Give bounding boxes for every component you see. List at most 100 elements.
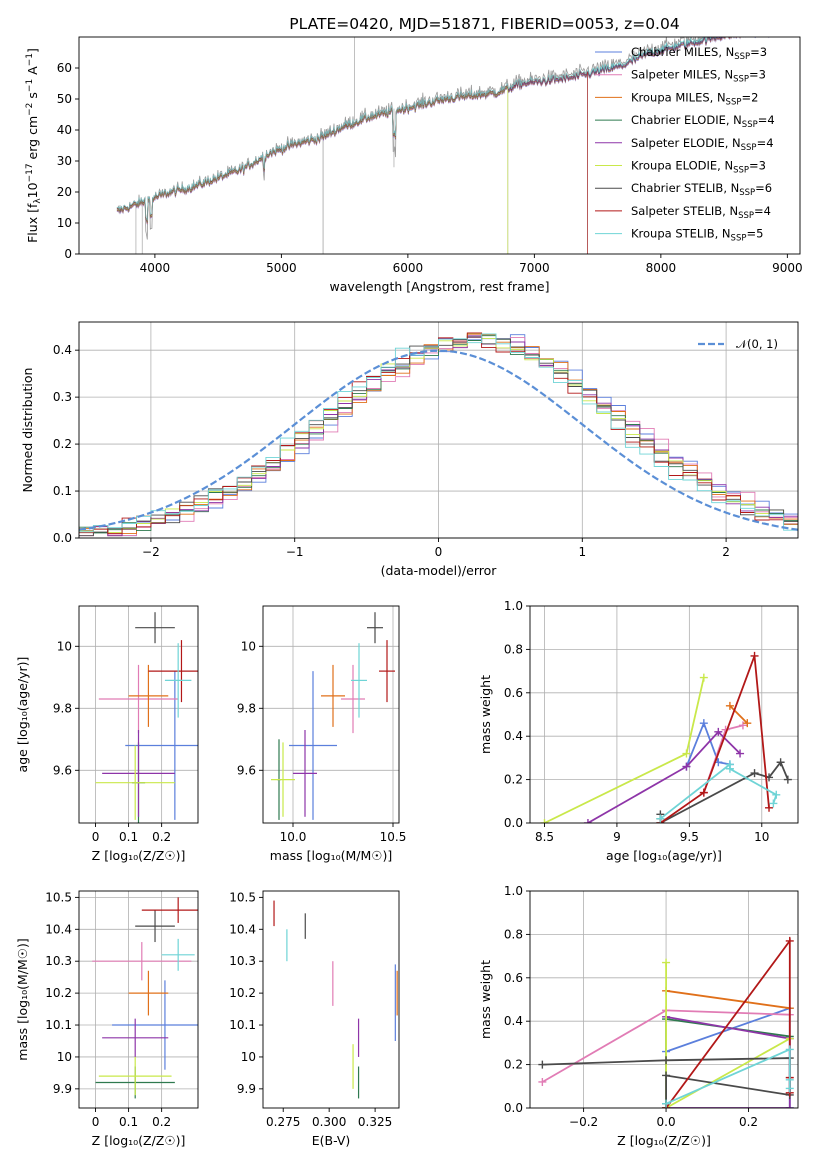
x-tick-label: 4000 xyxy=(140,261,171,275)
legend-text: Salpeter STELIB, N xyxy=(631,204,738,218)
legend-text: Chabrier ELODIE, N xyxy=(631,113,742,127)
plot-area xyxy=(92,897,198,1099)
errorbar-chabrier_stelib xyxy=(135,612,175,644)
panel-spectrum: 4000 5000 6000 7000 8000 9000 0 10 20 30 40 50 60 PLA… xyxy=(25,15,803,294)
series-marker xyxy=(714,727,723,736)
legend-text: Kroupa ELODIE, N xyxy=(631,159,733,173)
y-axis-label: mass weight xyxy=(478,675,493,754)
series-marker xyxy=(682,762,691,771)
legend-sub: SSP xyxy=(733,75,749,85)
y-tick-label: 0.2 xyxy=(53,437,72,451)
y-tick-label: 60 xyxy=(57,61,72,75)
y-tick-label: 0.4 xyxy=(504,729,523,743)
series-line xyxy=(665,938,791,1108)
errorbar-chabrier_miles xyxy=(112,980,198,1070)
legend-value: =4 xyxy=(758,113,775,127)
axes-frame xyxy=(262,605,400,824)
errorbar-salpeter_stelib xyxy=(379,640,395,703)
series-kroupa_stelib xyxy=(662,1045,794,1108)
y-tick-label: 10.2 xyxy=(229,986,256,1000)
series-marker xyxy=(699,719,708,728)
errorbar-chabrier_stelib xyxy=(367,612,383,644)
y-tick-label: 20 xyxy=(57,185,72,199)
series-marker xyxy=(743,719,752,728)
legend-sub: SSP xyxy=(742,120,758,130)
legend-label: Chabrier MILES, NSSP=3 xyxy=(631,45,767,62)
y-tick-label: 0.0 xyxy=(53,531,72,545)
x-tick-label: 0.0 xyxy=(657,1115,676,1129)
legend-label: Salpeter ELODIE, NSSP=4 xyxy=(631,136,774,153)
x-tick-label: 10.0 xyxy=(280,830,307,844)
series-marker xyxy=(583,819,592,823)
series-marker xyxy=(699,788,708,797)
legend-label: Salpeter MILES, NSSP=3 xyxy=(631,68,766,85)
y-axis-label: mass weight xyxy=(478,960,493,1039)
legend-label: 𝒩(0, 1) xyxy=(736,337,778,351)
y-axis-label-part: −2 xyxy=(25,103,35,116)
y-tick-label: 9.9 xyxy=(237,1082,256,1096)
x-tick-label: 1 xyxy=(578,545,586,559)
y-tick-label: 0.2 xyxy=(504,1058,523,1072)
y-axis-label-part: ] xyxy=(25,48,40,53)
y-tick-label: 10 xyxy=(57,216,72,230)
y-tick-label: 0.8 xyxy=(504,642,523,656)
series-marker xyxy=(725,701,734,710)
y-tick-label: 30 xyxy=(57,154,72,168)
y-tick-label: 1.0 xyxy=(504,884,523,898)
y-tick-label: 10 xyxy=(241,1050,256,1064)
panel-mass_vs_ebv: 0.275 0.300 0.325 9.9 10 10.1 10.2 10.3 10.4 10.5… xyxy=(229,890,400,1148)
legend-value: =2 xyxy=(741,90,758,104)
errorbar-salpeter_miles xyxy=(98,664,179,734)
axes-frame xyxy=(78,36,801,255)
series-marker xyxy=(785,1045,794,1054)
x-tick-label: −1 xyxy=(286,545,304,559)
plot-area xyxy=(538,936,794,1108)
y-tick-label: 0.6 xyxy=(504,686,523,700)
x-tick-label: 10 xyxy=(754,830,769,844)
series-marker xyxy=(785,1084,794,1093)
series-marker xyxy=(662,1071,671,1080)
errorbar-kroupa_elodie xyxy=(98,1056,172,1096)
series-line xyxy=(729,705,748,724)
series-marker xyxy=(656,814,665,823)
series-marker xyxy=(785,1075,794,1084)
series-line xyxy=(544,677,705,823)
y-tick-label: 0.0 xyxy=(504,1101,523,1115)
series-marker xyxy=(783,775,792,784)
legend: Chabrier MILES, NSSP=3 Salpeter MILES, NS… xyxy=(595,45,775,244)
y-tick-label: 50 xyxy=(57,92,72,106)
x-tick-label: 10.5 xyxy=(380,830,407,844)
series-marker xyxy=(538,1077,547,1086)
y-tick-label: 0.6 xyxy=(504,971,523,985)
series-line xyxy=(587,730,741,823)
series-kroupa_miles xyxy=(725,701,752,728)
errorbar-kroupa_stelib xyxy=(164,643,192,718)
y-tick-label: 10.1 xyxy=(45,1018,72,1032)
x-axis-label: wavelength [Angstrom, rest frame] xyxy=(329,279,549,294)
x-tick-label: 0.2 xyxy=(739,1115,758,1129)
panel-weight_vs_Z: −0.2 0.0 0.2 0.0 0.2 0.4 0.6 0.8 1.0 Z [log₁₀(Z/Z… xyxy=(478,884,799,1148)
y-tick-label: 10 xyxy=(57,1050,72,1064)
y-tick-label: 9.6 xyxy=(53,763,72,777)
chart-title: PLATE=0420, MJD=51871, FIBERID=0053, z=0… xyxy=(289,15,679,33)
legend-label: Kroupa MILES, NSSP=2 xyxy=(631,90,758,107)
y-tick-label: 9.8 xyxy=(237,701,256,715)
legend-value: =3 xyxy=(750,45,767,59)
x-tick-label: 9.5 xyxy=(680,830,699,844)
legend-label: Kroupa ELODIE, NSSP=3 xyxy=(631,159,766,176)
series-marker xyxy=(769,799,778,808)
x-tick-label: −2 xyxy=(142,545,160,559)
normal-curve xyxy=(79,349,798,531)
y-tick-label: 10 xyxy=(241,639,256,653)
y-axis-label: Normed distribution xyxy=(20,368,35,493)
legend-text: Chabrier STELIB, N xyxy=(631,181,739,195)
errorbar-kroupa_miles xyxy=(321,664,345,727)
y-tick-label: 10.4 xyxy=(45,922,72,936)
y-tick-label: 10.4 xyxy=(229,922,256,936)
y-axis-label: Flux [fλ10−17 erg cm−2 s−1 A−1] xyxy=(25,48,43,243)
y-tick-label: 9.9 xyxy=(53,1082,72,1096)
legend-label: Chabrier STELIB, NSSP=6 xyxy=(631,181,772,198)
series-kroupa_stelib xyxy=(656,760,781,823)
y-tick-label: 0.1 xyxy=(53,484,72,498)
